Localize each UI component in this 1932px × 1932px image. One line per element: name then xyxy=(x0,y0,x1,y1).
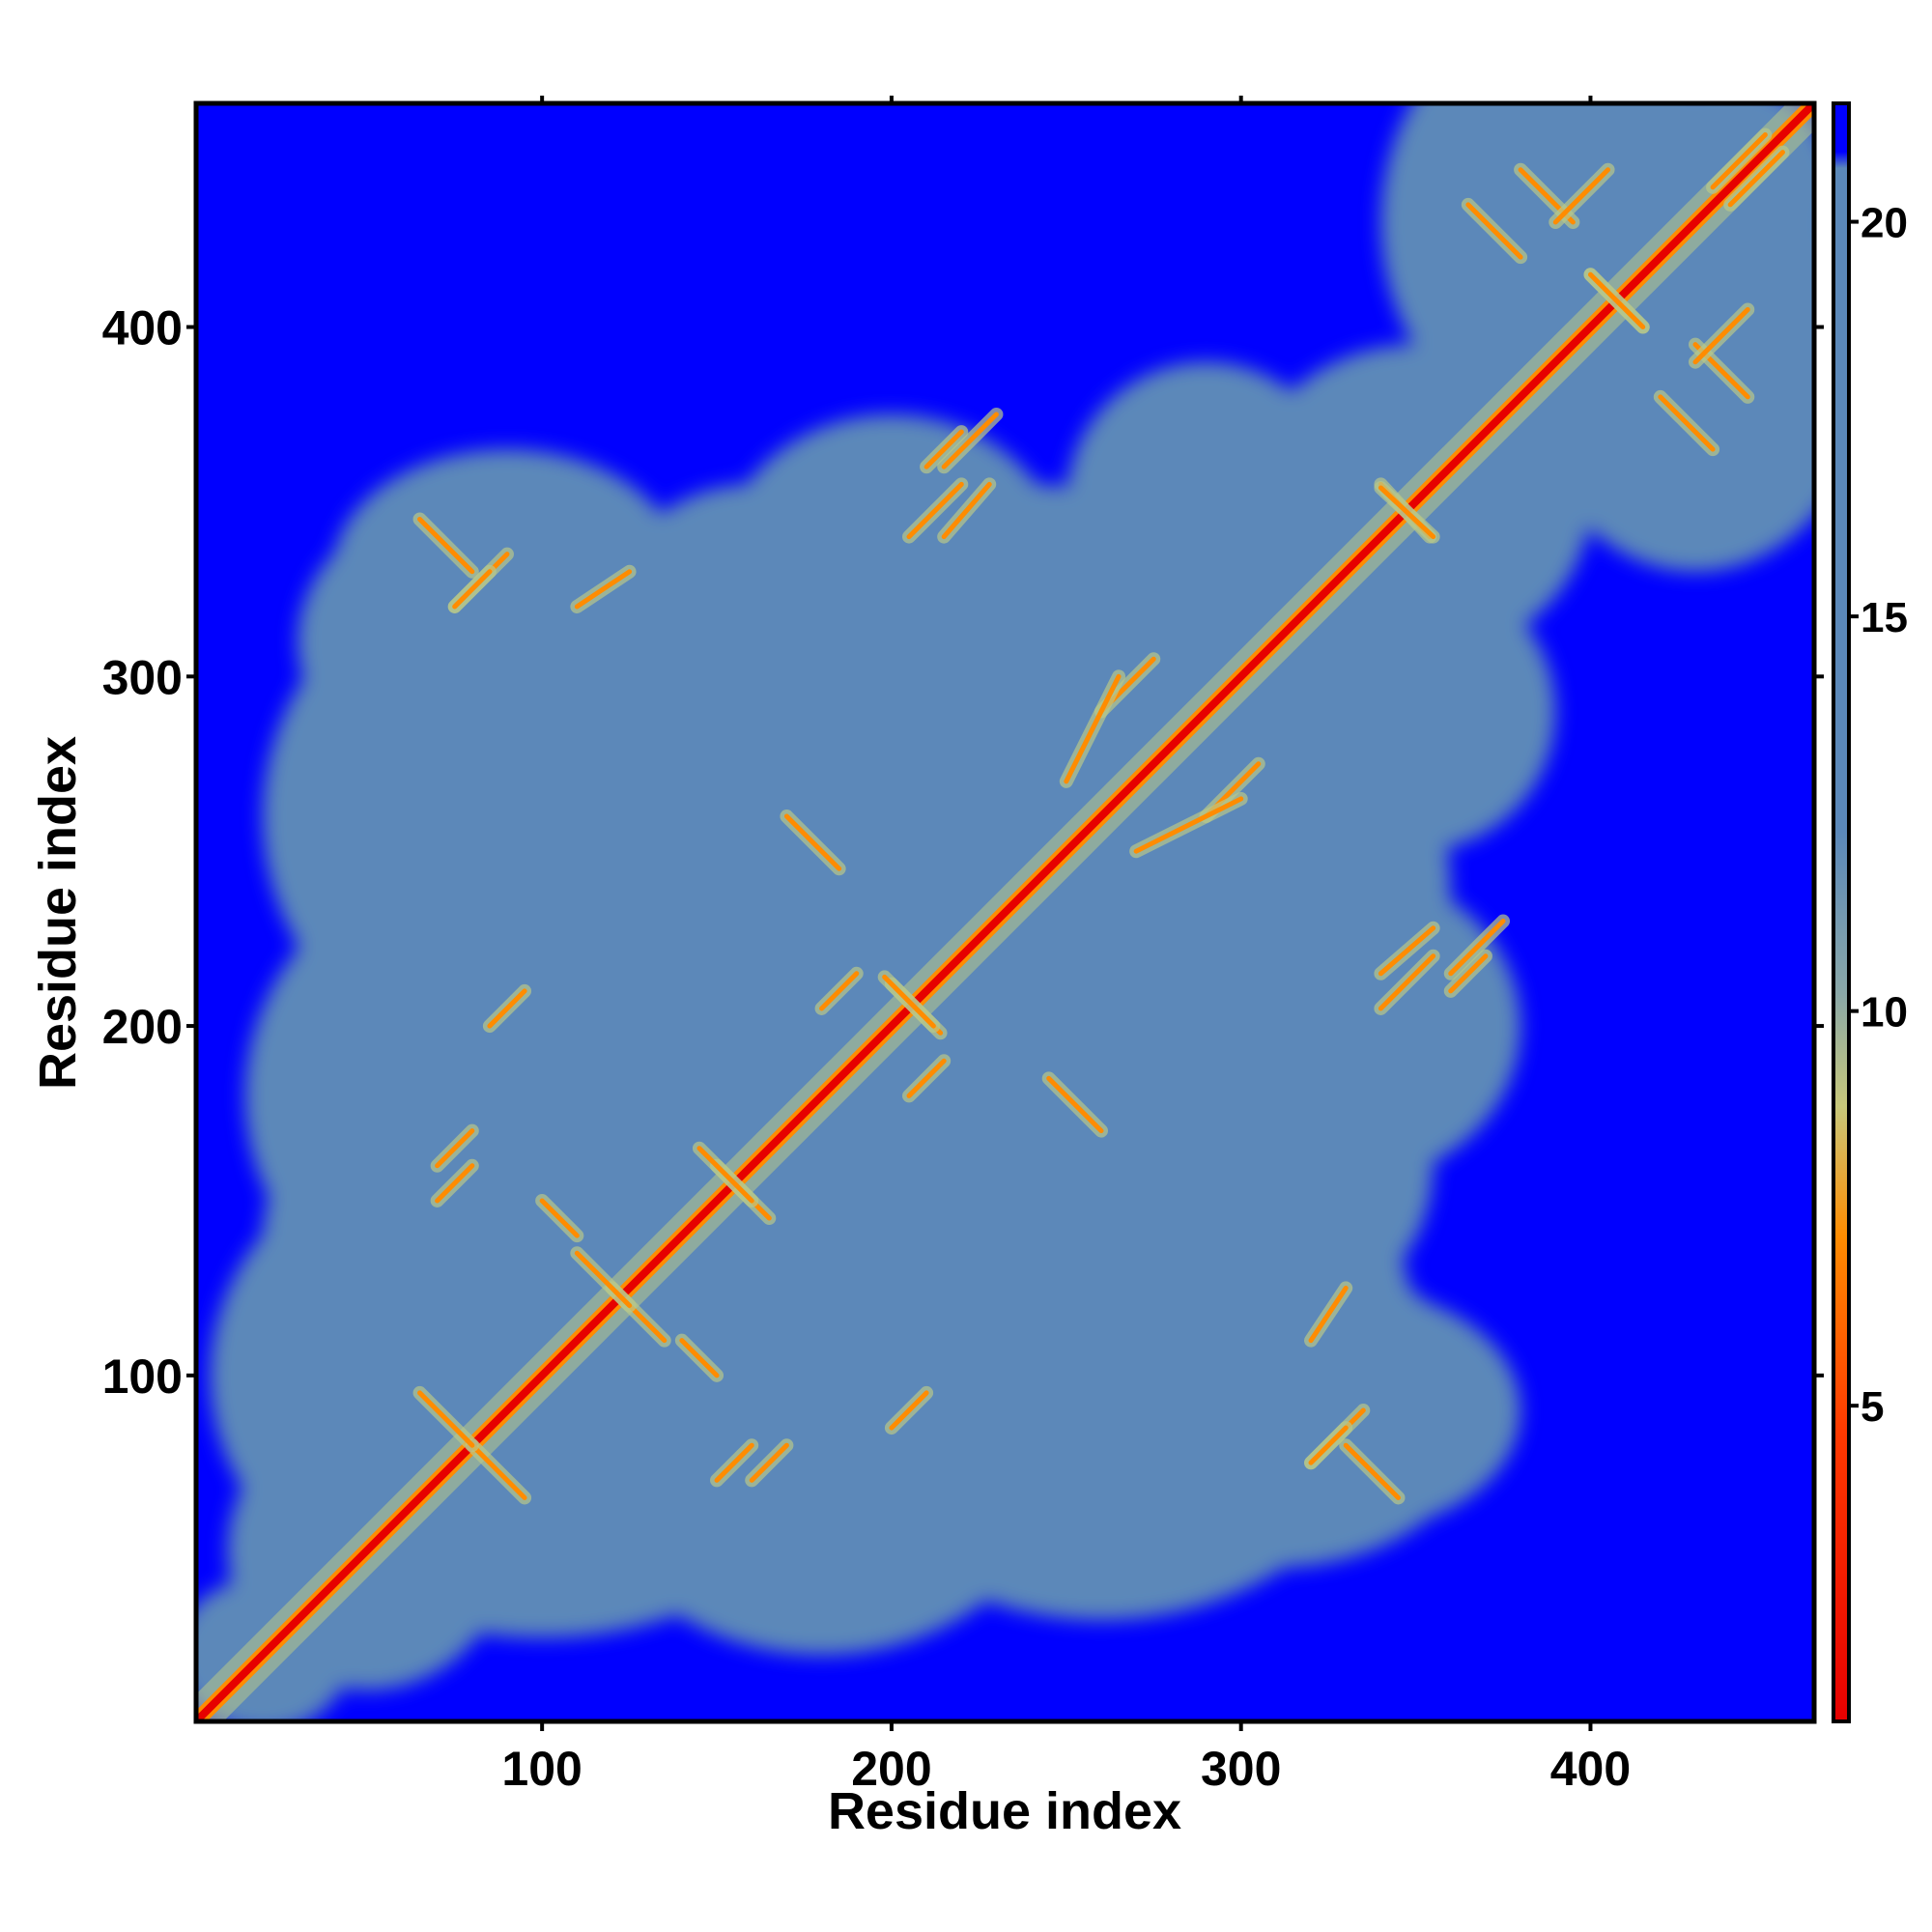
contact-streak xyxy=(452,569,493,610)
plot-frame xyxy=(193,100,1817,1724)
contact-streak xyxy=(487,988,527,1029)
x-tick-label: 200 xyxy=(851,1742,931,1796)
contact-streak xyxy=(574,1250,633,1308)
contact-streak xyxy=(417,517,475,575)
colorbar: 5 10 15 20 xyxy=(1832,101,1908,1723)
contact-streak xyxy=(1692,306,1750,365)
contact-streak xyxy=(749,1442,789,1483)
contact-streak xyxy=(1448,919,1506,977)
colorbar-tick-label: 20 xyxy=(1861,200,1908,247)
contact-streak xyxy=(1343,1442,1401,1500)
y-tick-label: 200 xyxy=(102,1000,183,1054)
y-axis: 100 200 300 400 xyxy=(102,301,1824,1404)
contact-streak xyxy=(906,481,964,540)
contact-streak xyxy=(882,974,936,1029)
contact-streak xyxy=(941,481,992,540)
contact-streak xyxy=(1046,1075,1104,1134)
colorbar-tick-label: 10 xyxy=(1861,989,1908,1037)
contact-streak xyxy=(1658,394,1716,452)
contact-streak xyxy=(574,569,633,610)
contact-streak xyxy=(1308,1285,1349,1344)
y-axis-title: Residue index xyxy=(29,736,87,1090)
y-tick-label: 400 xyxy=(102,301,183,355)
heatmap-cell-region xyxy=(1065,361,1347,642)
contact-streak xyxy=(435,1128,475,1169)
contact-streak xyxy=(889,1390,929,1431)
contact-streak xyxy=(1465,202,1523,260)
contact-streak xyxy=(1727,150,1785,208)
colorbar-ticks: 5 10 15 20 xyxy=(1849,200,1908,1431)
diagonal-contact xyxy=(196,103,1814,1721)
y-tick-label: 300 xyxy=(102,650,183,704)
x-axis: 100 200 300 400 xyxy=(501,96,1631,1796)
contact-streak xyxy=(1378,953,1436,1011)
contact-streak xyxy=(783,813,842,871)
contact-streak xyxy=(1308,1425,1349,1465)
contact-streak xyxy=(1552,167,1611,225)
contact-streak xyxy=(539,1198,580,1238)
colorbar-tick-label: 5 xyxy=(1861,1383,1884,1431)
colorbar-frame xyxy=(1832,101,1851,1723)
contact-streak xyxy=(941,412,999,469)
contact-streak xyxy=(906,1058,947,1098)
colorbar-tick-label: 15 xyxy=(1861,594,1908,641)
contact-streak xyxy=(1064,673,1122,784)
contact-streak xyxy=(417,1390,475,1448)
contact-streak xyxy=(1448,953,1489,994)
x-axis-title: Residue index xyxy=(828,1782,1181,1840)
contact-streak xyxy=(469,1442,527,1500)
contact-streak xyxy=(1710,132,1768,190)
contact-streak xyxy=(1587,271,1646,330)
contact-streak xyxy=(1378,925,1436,977)
y-tick-label: 100 xyxy=(102,1350,183,1404)
contact-streak xyxy=(714,1442,754,1483)
colorbar-gradient xyxy=(1833,103,1849,1721)
contact-streak xyxy=(1378,485,1436,540)
heatmap-cell-region xyxy=(1380,103,1731,432)
contact-streak xyxy=(696,1146,754,1204)
heatmap-plot-area xyxy=(196,103,1814,1721)
contact-streak xyxy=(1133,796,1244,854)
contact-streak xyxy=(679,1338,720,1378)
contact-streak xyxy=(819,971,860,1011)
x-tick-label: 100 xyxy=(501,1742,582,1796)
contact-streak xyxy=(435,1163,475,1204)
heatmap-cell-region xyxy=(1275,571,1556,852)
heatmap-contact-features xyxy=(196,103,1814,1721)
contact-streak xyxy=(923,429,964,469)
x-tick-label: 300 xyxy=(1201,1742,1281,1796)
x-tick-label: 400 xyxy=(1550,1742,1631,1796)
